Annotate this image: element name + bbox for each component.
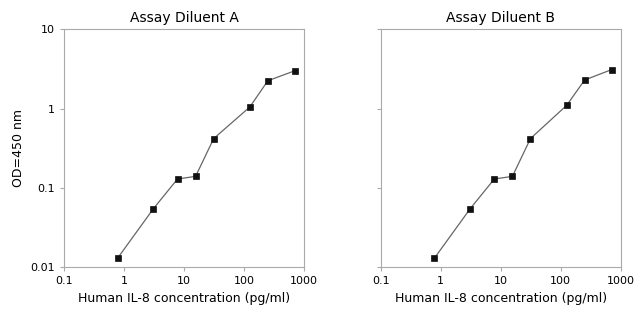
Y-axis label: OD=450 nm: OD=450 nm: [12, 109, 25, 187]
Title: Assay Diluent B: Assay Diluent B: [446, 11, 556, 25]
Title: Assay Diluent A: Assay Diluent A: [129, 11, 239, 25]
X-axis label: Human IL-8 concentration (pg/ml): Human IL-8 concentration (pg/ml): [395, 292, 607, 305]
X-axis label: Human IL-8 concentration (pg/ml): Human IL-8 concentration (pg/ml): [78, 292, 290, 305]
